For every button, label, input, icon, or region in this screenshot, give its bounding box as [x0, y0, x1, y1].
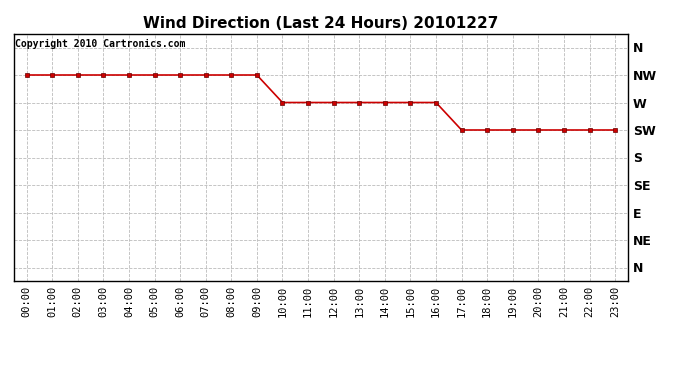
Text: Copyright 2010 Cartronics.com: Copyright 2010 Cartronics.com [15, 39, 186, 49]
Title: Wind Direction (Last 24 Hours) 20101227: Wind Direction (Last 24 Hours) 20101227 [143, 16, 499, 31]
